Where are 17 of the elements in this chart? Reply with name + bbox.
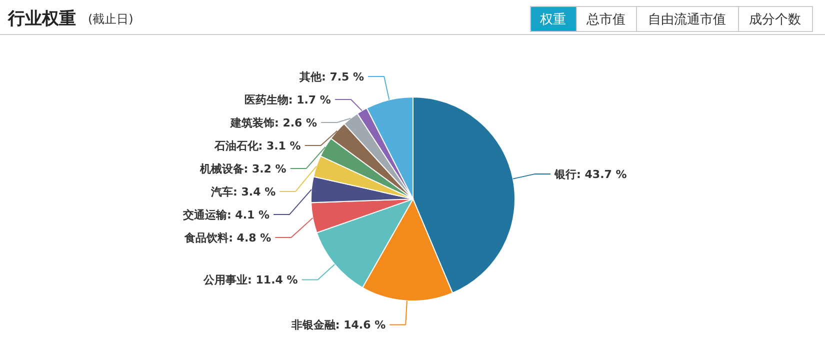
slice-label: 机械设备: 3.2 %: [198, 162, 286, 176]
slice-label: 建筑装饰: 2.6 %: [229, 116, 318, 130]
chart-subtitle: (截止日): [88, 12, 134, 26]
slice-label: 食品饮料: 4.8 %: [184, 231, 272, 244]
text: 成分个数: [749, 12, 801, 28]
slice-label: 公用事业: 11.4 %: [202, 274, 298, 287]
slice-label: 医药生物: 1.7 %: [244, 93, 331, 106]
text: 行业权重: [7, 9, 76, 29]
slice-label: 其他: 7.5 %: [298, 70, 364, 84]
text: 权重: [539, 12, 566, 28]
slice-label: 汽车: 3.4 %: [210, 185, 276, 198]
slice-label: 交通运输: 4.1 %: [182, 208, 270, 222]
text: 自由流通市值: [648, 12, 726, 28]
slice-label: 石油石化: 3.1 %: [213, 139, 301, 152]
text: 总市值: [586, 12, 626, 28]
slice-label: 非银金融: 14.6 %: [290, 318, 386, 332]
slice-label: 银行: 43.7 %: [554, 168, 627, 181]
